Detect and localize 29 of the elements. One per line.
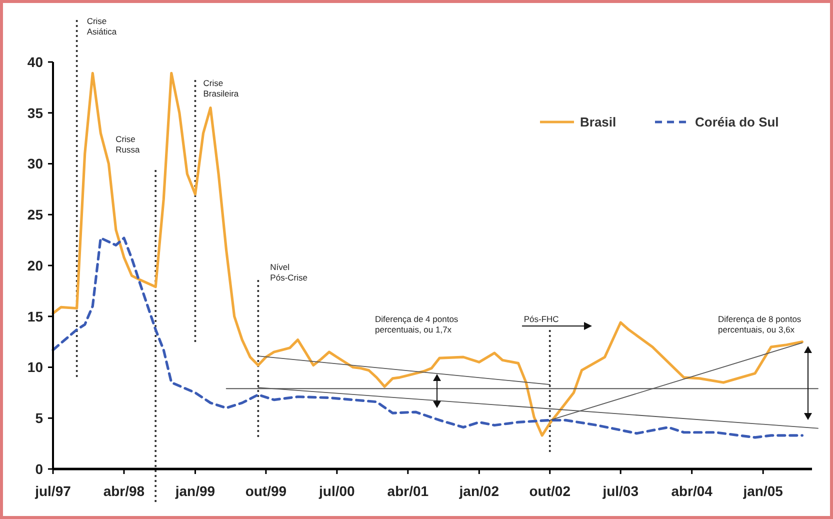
x-tick-label: abr/04 xyxy=(671,483,713,499)
x-tick-label: abr/01 xyxy=(387,483,429,499)
y-tick-label: 25 xyxy=(27,206,44,223)
annotation: Diferença de 8 pontos percentuais, ou 3,6x xyxy=(718,314,802,334)
legend-label: Coréia do Sul xyxy=(695,114,779,130)
annotation: Diferença de 4 pontos percentuais, ou 1,7x xyxy=(375,314,458,334)
x-tick-label: jan/02 xyxy=(458,483,500,499)
x-tick-label: abr/98 xyxy=(103,483,145,499)
y-tick-label: 40 xyxy=(27,54,44,70)
ref-line-label: Nível Pós-Crise xyxy=(270,262,308,282)
y-tick-label: 35 xyxy=(27,104,44,121)
legend-label: Brasil xyxy=(580,114,616,130)
x-tick-label: jan/05 xyxy=(742,483,784,499)
y-tick-label: 15 xyxy=(27,308,44,324)
ref-line-label: Pós-FHC xyxy=(524,314,559,324)
y-tick-label: 20 xyxy=(27,257,44,274)
x-tick-label: jul/03 xyxy=(602,483,639,499)
x-tick-label: jul/97 xyxy=(34,483,72,499)
y-tick-label: 0 xyxy=(35,460,44,477)
y-tick-label: 30 xyxy=(27,156,44,172)
x-tick-label: jan/99 xyxy=(174,483,216,499)
y-tick-label: 5 xyxy=(35,410,44,426)
ref-line-label: Crise Asiática xyxy=(86,16,117,36)
x-tick-label: out/02 xyxy=(529,483,571,499)
x-tick-label: out/99 xyxy=(245,483,287,499)
ref-line-label: Crise Russa xyxy=(116,134,140,154)
x-tick-label: jul/00 xyxy=(318,483,356,499)
y-tick-label: 10 xyxy=(27,359,44,376)
ref-line-label: Crise Brasileira xyxy=(203,78,239,98)
